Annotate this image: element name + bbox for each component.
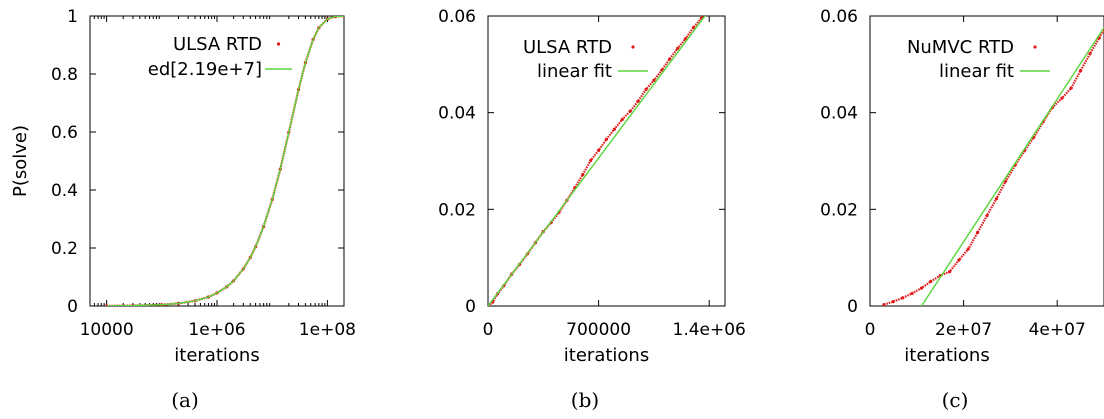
series-line-overlay <box>106 16 344 306</box>
y-tick-label: 0.04 <box>820 104 858 124</box>
x-tick-label: 10000 <box>80 320 134 340</box>
x-axis-label: iterations <box>564 345 649 366</box>
y-tick-label: 0.2 <box>51 239 78 259</box>
plot-frame <box>869 15 1104 307</box>
legend-sample-point <box>276 42 281 46</box>
panel-c: 0 2e+07 4e+07 0 0.02 0.04 0.06 iterations NuMVC … <box>820 7 1104 412</box>
panel-caption: (b) <box>571 388 599 412</box>
plot-area <box>105 16 344 306</box>
x-tick-label: 4e+07 <box>1029 320 1086 340</box>
y-tick-label: 0.02 <box>820 200 858 220</box>
y-tick-label: 0.02 <box>438 200 476 220</box>
series-line-overlay <box>921 27 1104 306</box>
y-tick-label: 0.6 <box>51 123 78 143</box>
x-tick-label: 700000 <box>566 320 631 340</box>
legend-sample-point <box>631 45 635 49</box>
legend-label: ULSA RTD <box>173 34 262 55</box>
series-line-overlay <box>488 16 706 306</box>
panel-caption: (a) <box>171 388 199 412</box>
y-tick-label: 1 <box>67 7 78 27</box>
x-tick-label: 0 <box>865 320 876 340</box>
x-axis-label: iterations <box>174 345 259 366</box>
y-tick-label: 0 <box>847 297 858 317</box>
panel-caption: (c) <box>942 388 969 412</box>
y-tick-label: 0.4 <box>51 181 78 201</box>
y-tick-label: 0.8 <box>51 65 78 85</box>
x-tick-label: 2e+07 <box>935 320 992 340</box>
y-axis-label: P(solve) <box>10 125 31 197</box>
plot-frame <box>487 15 726 307</box>
panel-a: 10000 1e+06 1e+08 0 0.2 0.4 0.6 0.8 1 iterations P… <box>10 7 356 412</box>
plot-area <box>882 27 1104 306</box>
x-tick-label: 0 <box>483 320 494 340</box>
y-tick-label: 0 <box>67 297 78 317</box>
legend-label: NuMVC RTD <box>907 37 1014 58</box>
legend-label: ed[2.19e+7] <box>148 59 262 80</box>
y-tick-label: 0.06 <box>820 7 858 27</box>
x-tick-label: 1e+06 <box>188 320 245 340</box>
panel-b: 0 700000 1.4e+06 0 0.02 0.04 0.06 iterations ULS… <box>438 7 746 412</box>
x-tick-label: 1.4e+06 <box>673 320 746 340</box>
legend-label: linear fit <box>537 61 612 82</box>
legend-label: linear fit <box>939 61 1014 82</box>
y-tick-label: 0.06 <box>438 7 476 27</box>
y-tick-label: 0.04 <box>438 104 476 124</box>
plot-area <box>488 16 707 306</box>
y-tick-label: 0 <box>465 297 476 317</box>
legend-sample-point <box>1033 45 1037 49</box>
series-points-trace <box>883 28 1104 306</box>
x-axis-label: iterations <box>904 345 989 366</box>
x-tick-label: 1e+08 <box>299 320 356 340</box>
legend-label: ULSA RTD <box>523 37 612 58</box>
